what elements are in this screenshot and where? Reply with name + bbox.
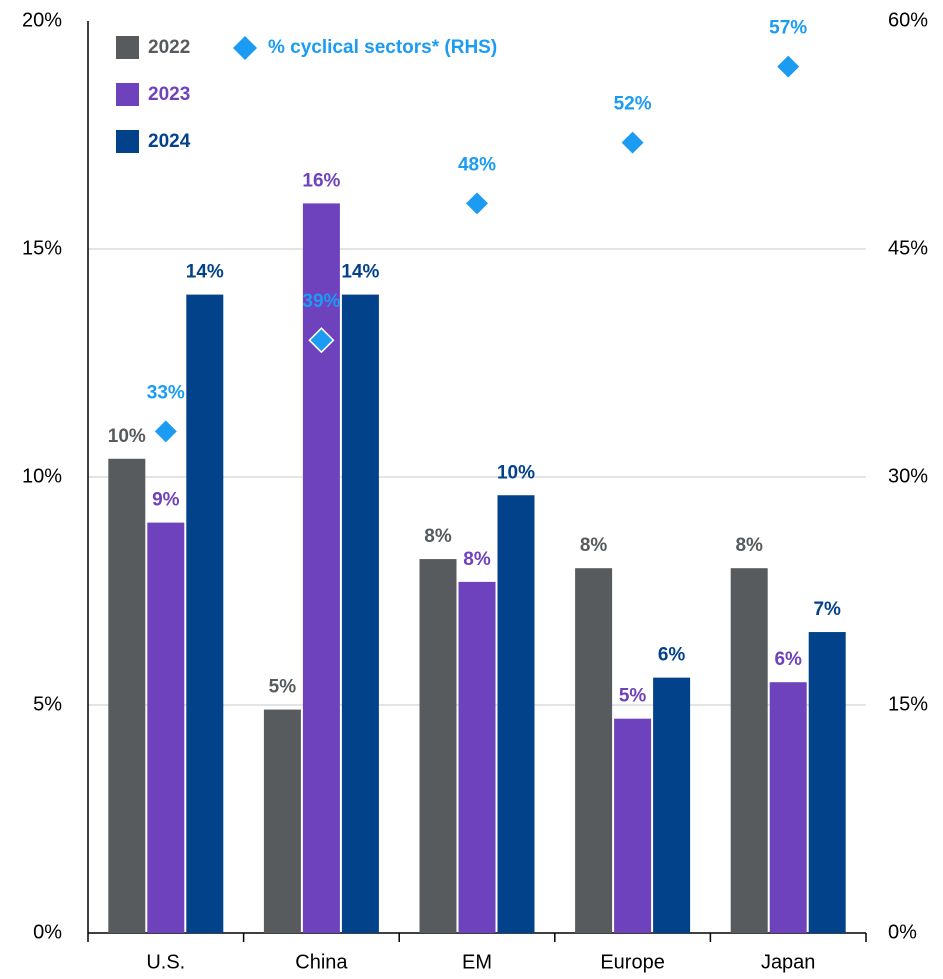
value-label: 14% [186,262,224,283]
bar [808,632,846,933]
bar [186,294,224,934]
y-tick-label: 10% [22,465,62,487]
bar [614,718,652,933]
value-label: 10% [108,426,146,447]
legend-label: 2023 [148,84,190,105]
diamond-marker [619,129,646,156]
bar [653,677,691,933]
legend-label: 2024 [148,131,191,152]
legend-label: 2022 [148,37,190,58]
bar [458,581,496,933]
bar [341,294,379,934]
x-tick-label: China [295,951,348,973]
value-label: 57% [769,18,807,39]
value-label: 6% [658,645,686,666]
bar [147,522,185,933]
value-label: 8% [735,535,763,556]
bar [730,568,768,933]
bar [263,709,301,933]
value-label: 6% [774,649,802,670]
value-label: 48% [458,154,496,175]
value-label: 9% [152,490,180,511]
bar [497,495,535,933]
x-tick-label: U.S. [146,951,185,973]
y-tick-label: 0% [33,921,62,943]
value-label: 5% [269,677,297,698]
value-label: 14% [341,262,379,283]
value-label: 39% [302,291,340,312]
bar [419,559,457,933]
y2-tick-label: 15% [888,693,928,715]
diamond-marker [308,327,335,354]
diamond-marker [152,418,179,445]
y2-tick-label: 30% [888,465,928,487]
bar [108,458,146,933]
legend-swatch [233,36,257,60]
bar [769,682,807,933]
y-tick-label: 5% [33,693,62,715]
value-label: 8% [463,549,491,570]
y2-tick-label: 45% [888,237,928,259]
bar [575,568,613,933]
value-label: 52% [614,94,652,115]
value-label: 5% [619,686,647,707]
y-tick-label: 15% [22,237,62,259]
legend-swatch [116,130,139,153]
x-tick-label: EM [462,951,492,973]
diamond-marker [775,53,802,80]
y2-tick-label: 0% [888,921,917,943]
legend-label: % cyclical sectors* (RHS) [268,37,497,58]
bar [302,203,340,933]
x-tick-label: Europe [600,951,665,973]
x-tick-label: Japan [761,951,816,973]
value-label: 16% [302,170,340,191]
value-label: 33% [147,382,185,403]
value-label: 10% [497,462,535,483]
y-tick-label: 20% [22,9,62,31]
diamond-marker [463,190,491,217]
value-label: 8% [580,535,608,556]
value-label: 8% [424,526,452,547]
value-label: 7% [813,599,841,620]
legend-swatch [116,83,139,106]
y2-tick-label: 60% [888,9,928,31]
legend-swatch [116,36,139,59]
